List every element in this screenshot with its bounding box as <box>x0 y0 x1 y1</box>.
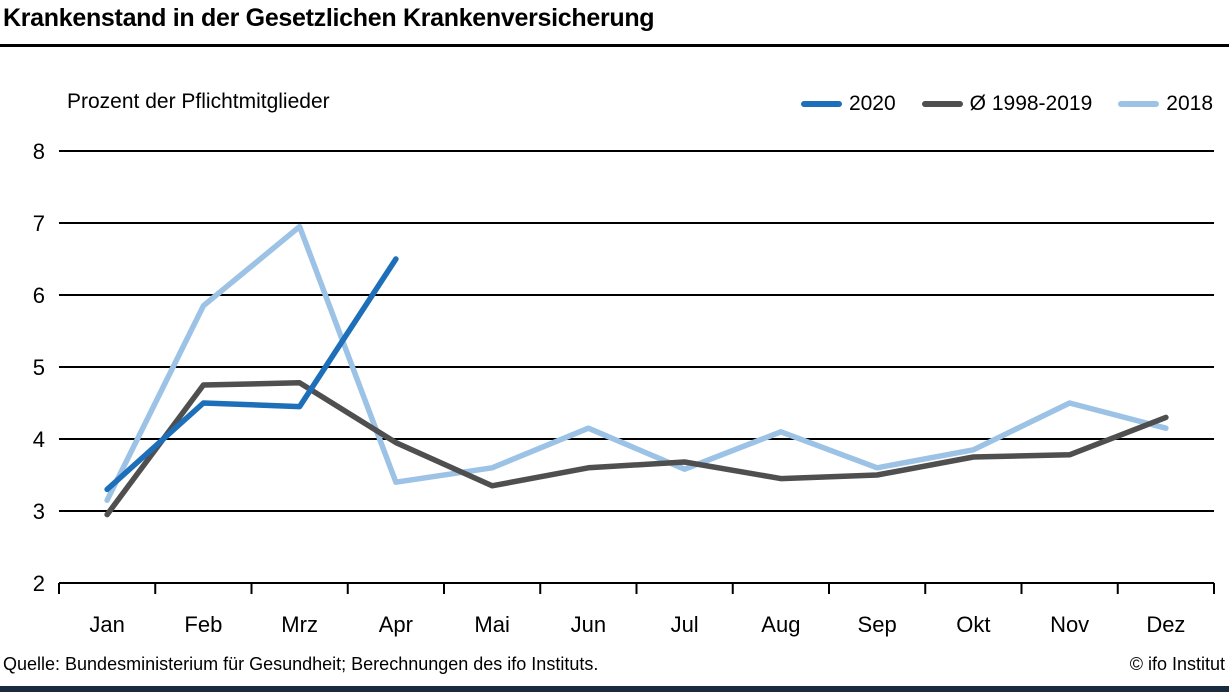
legend-item-avg-1998-2019: Ø 1998-2019 <box>921 92 1093 116</box>
title-divider <box>0 44 1229 47</box>
x-tick-label-feb: Feb <box>184 612 222 637</box>
y-tick-label-3: 3 <box>33 499 45 524</box>
legend-swatch-avg-1998-2019 <box>921 101 963 107</box>
y-tick-label-2: 2 <box>33 571 45 596</box>
axis-unit-label: Prozent der Pflichtmitglieder <box>67 90 330 113</box>
legend-swatch-2020 <box>800 101 842 107</box>
legend: 2020 Ø 1998-2019 2018 <box>800 92 1213 116</box>
x-tick-label-aug: Aug <box>761 612 800 637</box>
legend-label-avg-1998-2019: Ø 1998-2019 <box>969 92 1093 115</box>
x-tick-label-jan: Jan <box>89 612 124 637</box>
series-line-2018 <box>104 223 1169 503</box>
series-line-2020 <box>104 256 399 493</box>
x-tick-label-okt: Okt <box>956 612 990 637</box>
x-tick-label-jul: Jul <box>671 612 699 637</box>
legend-item-2018: 2018 <box>1118 92 1213 116</box>
page-title: Krankenstand in der Gesetzlichen Kranken… <box>3 4 655 32</box>
x-tick-label-mai: Mai <box>474 612 509 637</box>
y-tick-label-5: 5 <box>33 355 45 380</box>
x-tick-label-apr: Apr <box>379 612 413 637</box>
x-tick-label-jun: Jun <box>571 612 606 637</box>
x-tick-label-sep: Sep <box>858 612 897 637</box>
y-tick-label-6: 6 <box>33 283 45 308</box>
legend-item-2020: 2020 <box>800 92 896 116</box>
legend-swatch-2018 <box>1118 101 1160 107</box>
copyright-note: © ifo Institut <box>1129 654 1225 674</box>
y-tick-label-4: 4 <box>33 427 45 452</box>
legend-label-2020: 2020 <box>848 92 896 115</box>
x-tick-label-mrz: Mrz <box>281 612 318 637</box>
legend-label-2018: 2018 <box>1166 92 1213 115</box>
source-note: Quelle: Bundesministerium für Gesundheit… <box>3 654 599 674</box>
series-line--1998-2019 <box>104 380 1169 518</box>
y-tick-label-8: 8 <box>33 139 45 164</box>
brand-bar <box>0 686 1229 692</box>
y-tick-label-7: 7 <box>33 211 45 236</box>
x-tick-label-nov: Nov <box>1050 612 1089 637</box>
x-tick-label-dez: Dez <box>1146 612 1185 637</box>
